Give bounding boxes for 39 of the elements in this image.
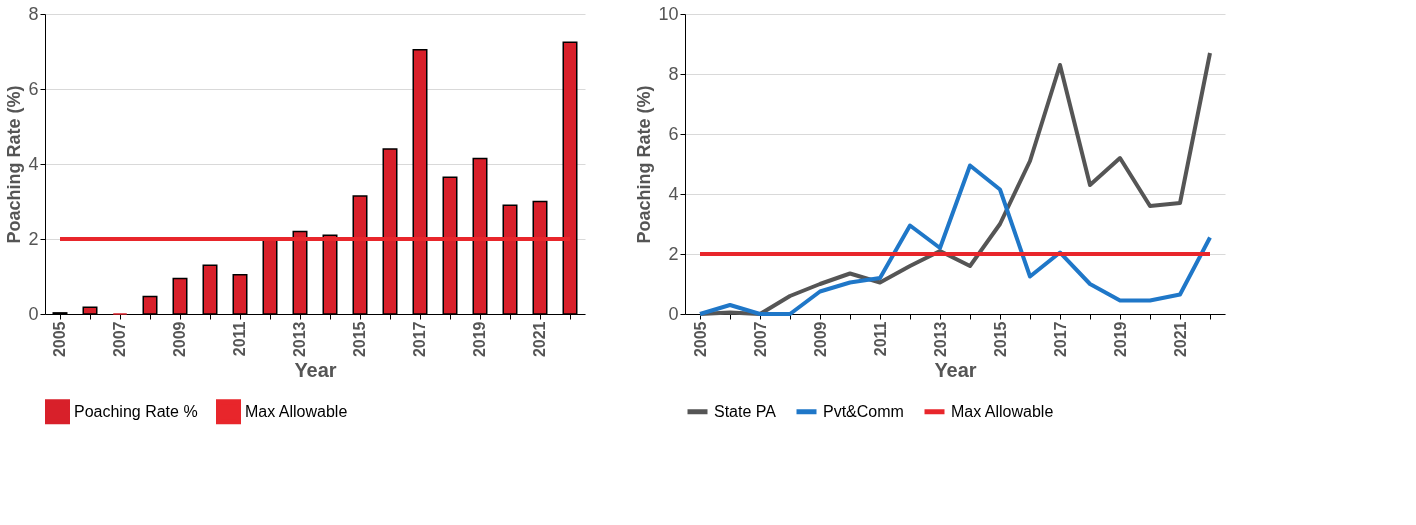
x-tick-label: 2007 [751,321,769,358]
x-tick-label: 2009 [811,321,829,358]
x-tick-label: 2019 [1111,321,1129,358]
legend-label: Poaching Rate % [74,402,198,420]
legend-label: State PA [714,402,777,420]
x-tick-label: 2021 [1171,321,1189,358]
x-tick-label: 2009 [171,321,188,358]
y-tick-label: 6 [28,78,39,99]
y-tick-label: 8 [28,3,39,24]
y-tick-label: 2 [28,228,39,249]
line-series [698,163,1212,316]
x-tick-label: 2011 [231,321,248,357]
y-tick-label: 0 [668,303,679,324]
legend-label: Max Allowable [951,402,1054,420]
y-tick-label: 4 [28,153,39,174]
y-tick-label: 8 [668,63,679,84]
x-tick-label: 2007 [111,321,128,358]
x-tick-label: 2015 [991,321,1009,358]
y-tick-label: 0 [28,303,39,324]
legend-label: Pvt&Comm [823,402,904,420]
y-tick-label: 10 [658,3,679,24]
x-tick-label: 2011 [871,321,889,357]
x-tick-label: 2015 [351,321,368,358]
x-tick-label: 2017 [1051,321,1069,358]
y-axis-title: Poaching Rate (%) [4,85,25,244]
x-tick-label: 2017 [411,321,428,358]
x-tick-label: 2021 [531,321,548,358]
y-axis-title: Poaching Rate (%) [634,85,655,244]
x-tick-label: 2013 [931,321,949,358]
x-tick-label: 2013 [291,321,308,358]
x-axis-title: Year [934,359,977,382]
y-tick-label: 6 [668,123,679,144]
y-tick-label: 4 [668,183,679,204]
x-tick-label: 2005 [51,321,68,358]
legend-label: Max Allowable [245,402,348,420]
y-tick-label: 2 [668,243,679,264]
x-axis-title: Year [294,359,337,382]
x-tick-label: 2019 [471,321,488,358]
x-tick-label: 2005 [691,321,709,358]
